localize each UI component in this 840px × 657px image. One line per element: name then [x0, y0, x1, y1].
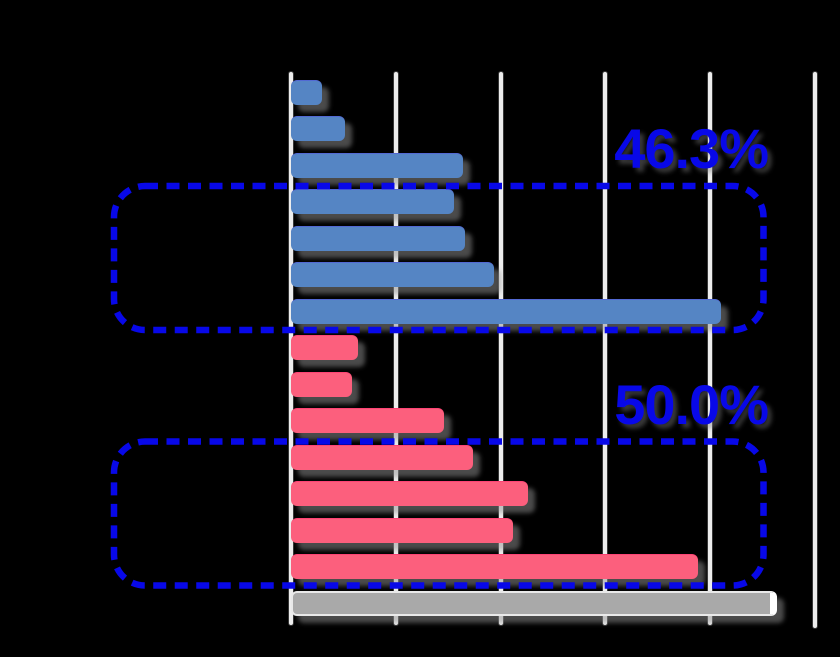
gridline: [813, 72, 817, 628]
bar-blue: [291, 189, 455, 214]
highlight-box-bottom: [110, 438, 767, 589]
percentage-label-bottom: 50.0%: [614, 372, 769, 436]
gridline: [498, 72, 503, 625]
bar-blue: [291, 225, 465, 251]
bar-pink: [291, 481, 528, 506]
bar-pink: [291, 517, 514, 543]
bar-pink: [291, 408, 444, 433]
gridline: [603, 72, 608, 625]
bar-pink: [291, 335, 359, 360]
bar-gray: [291, 590, 778, 616]
gridline: [393, 72, 398, 625]
gridline: [708, 72, 713, 625]
bar-blue: [291, 262, 495, 287]
bar-pink: [291, 444, 474, 470]
bar-blue: [291, 298, 721, 324]
bar-blue: [291, 152, 463, 178]
bar-blue: [291, 116, 346, 141]
bar-pink: [291, 371, 352, 397]
bar-blue: [291, 79, 323, 105]
percentage-label-top: 46.3%: [614, 117, 769, 180]
bar-pink: [291, 554, 698, 579]
highlight-box-top: [110, 182, 767, 334]
